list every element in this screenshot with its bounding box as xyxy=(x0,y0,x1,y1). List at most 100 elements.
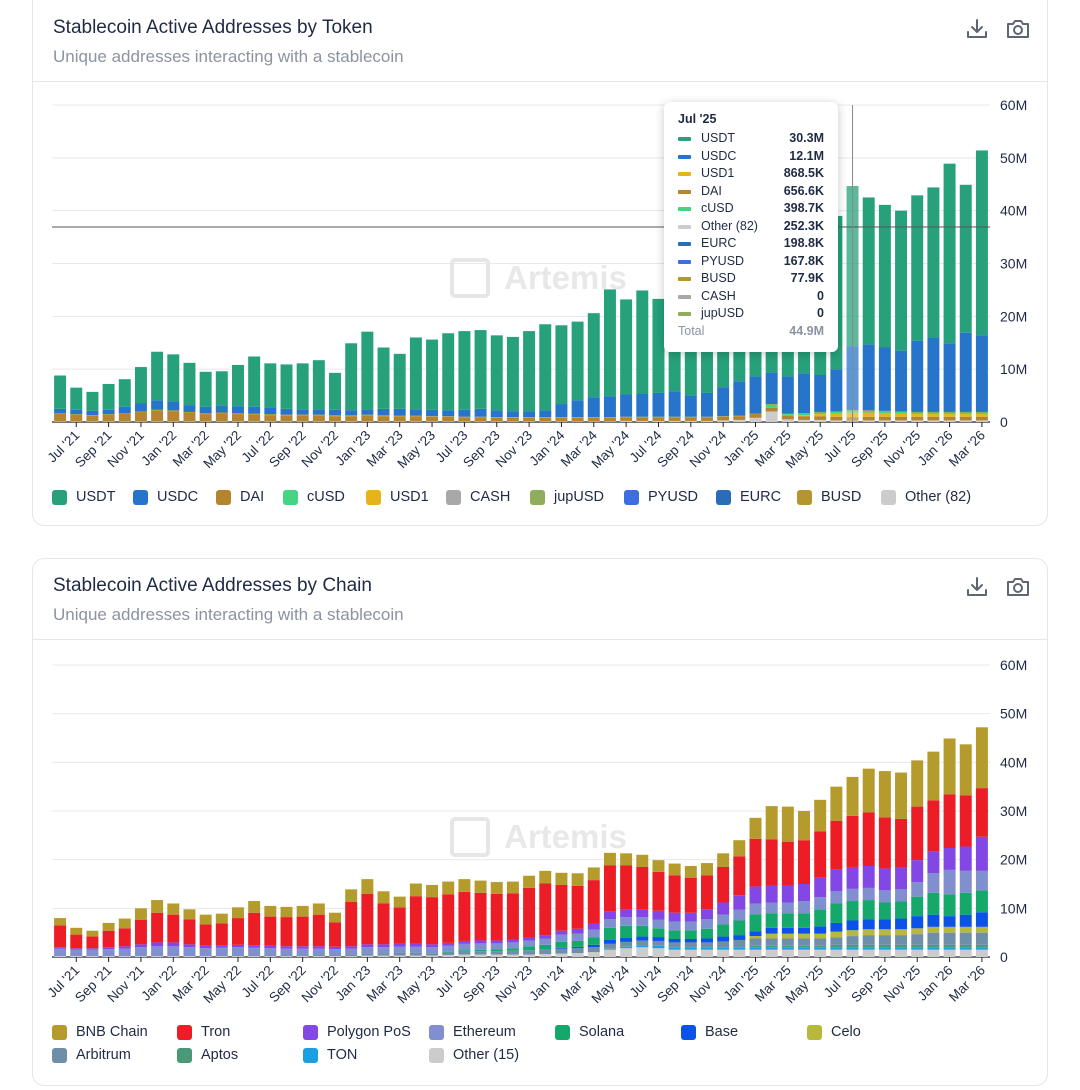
token-bar-segment[interactable] xyxy=(911,411,924,413)
chain-bar-segment[interactable] xyxy=(652,928,665,938)
chain-bar-segment[interactable] xyxy=(717,866,730,903)
chain-bar-segment[interactable] xyxy=(781,806,794,842)
chain-bar-segment[interactable] xyxy=(506,939,519,943)
legend-item[interactable]: Ethereum xyxy=(429,1024,516,1040)
token-bar-segment[interactable] xyxy=(652,298,665,393)
chain-bar-segment[interactable] xyxy=(895,867,908,890)
chain-bar-segment[interactable] xyxy=(781,913,794,928)
chain-bar-segment[interactable] xyxy=(134,947,147,957)
legend-item[interactable]: Tron xyxy=(177,1024,230,1040)
token-bar-segment[interactable] xyxy=(458,421,471,422)
token-bar-segment[interactable] xyxy=(620,417,633,421)
token-bar-segment[interactable] xyxy=(312,360,325,410)
chain-bar-segment[interactable] xyxy=(587,923,600,930)
bar-stack[interactable] xyxy=(134,367,147,422)
token-bar-segment[interactable] xyxy=(264,363,277,408)
token-bar-segment[interactable] xyxy=(70,421,83,422)
token-bar-segment[interactable] xyxy=(280,364,293,409)
chain-bar-segment[interactable] xyxy=(717,936,730,942)
token-bar-segment[interactable] xyxy=(458,331,471,410)
chain-bar-segment[interactable] xyxy=(749,938,762,946)
token-bar-segment[interactable] xyxy=(927,412,940,415)
token-bar-segment[interactable] xyxy=(603,289,616,397)
chain-bar-segment[interactable] xyxy=(264,945,277,949)
chain-bar-segment[interactable] xyxy=(442,955,455,957)
chain-bar-segment[interactable] xyxy=(199,945,212,949)
bar-stack[interactable] xyxy=(183,362,196,422)
token-bar-segment[interactable] xyxy=(895,411,908,412)
chain-bar-segment[interactable] xyxy=(620,917,633,926)
bar-stack[interactable] xyxy=(377,347,390,422)
chain-bar-segment[interactable] xyxy=(895,929,908,936)
chain-bar-segment[interactable] xyxy=(102,956,115,957)
chain-bar-segment[interactable] xyxy=(700,909,713,920)
token-bar-segment[interactable] xyxy=(102,421,115,422)
chain-bar-segment[interactable] xyxy=(846,866,859,889)
chain-bar-segment[interactable] xyxy=(442,894,455,943)
chain-bar-segment[interactable] xyxy=(506,942,519,949)
bar-stack[interactable] xyxy=(652,860,665,957)
bar-stack[interactable] xyxy=(733,840,746,957)
token-bar-segment[interactable] xyxy=(700,392,713,417)
token-bar-segment[interactable] xyxy=(911,412,924,415)
chain-bar-segment[interactable] xyxy=(846,815,859,867)
token-bar-segment[interactable] xyxy=(506,417,519,418)
bar-stack[interactable] xyxy=(377,891,390,957)
chain-bar-segment[interactable] xyxy=(684,921,697,931)
chain-bar-segment[interactable] xyxy=(668,875,681,913)
chain-bar-segment[interactable] xyxy=(911,934,924,945)
chain-bar-segment[interactable] xyxy=(426,955,439,957)
chain-bar-segment[interactable] xyxy=(749,945,762,948)
chain-bar-segment[interactable] xyxy=(183,956,196,957)
bar-stack[interactable] xyxy=(426,884,439,957)
chain-bar-segment[interactable] xyxy=(717,914,730,925)
chain-bar-segment[interactable] xyxy=(539,870,552,884)
token-bar-segment[interactable] xyxy=(975,416,988,421)
bar-stack[interactable] xyxy=(312,360,325,422)
token-bar-segment[interactable] xyxy=(603,421,616,422)
chain-bar-segment[interactable] xyxy=(296,916,309,947)
chain-bar-segment[interactable] xyxy=(765,933,778,939)
token-bar-segment[interactable] xyxy=(798,416,811,420)
token-bar-segment[interactable] xyxy=(862,197,875,345)
chain-bar-segment[interactable] xyxy=(862,947,875,950)
token-bar-segment[interactable] xyxy=(264,414,277,416)
chain-bar-segment[interactable] xyxy=(248,947,261,956)
chain-bar-segment[interactable] xyxy=(296,905,309,917)
bar-stack[interactable] xyxy=(248,356,261,422)
token-bar-segment[interactable] xyxy=(231,414,244,422)
token-bar-segment[interactable] xyxy=(959,184,972,333)
bar-stack[interactable] xyxy=(296,905,309,957)
chain-bar-segment[interactable] xyxy=(603,939,616,944)
chain-bar-segment[interactable] xyxy=(927,892,940,915)
legend-item[interactable]: Polygon PoS xyxy=(303,1024,411,1040)
chain-bar-segment[interactable] xyxy=(733,840,746,857)
chain-bar-segment[interactable] xyxy=(264,956,277,957)
token-bar-segment[interactable] xyxy=(798,373,811,414)
chain-bar-segment[interactable] xyxy=(717,947,730,950)
token-bar-segment[interactable] xyxy=(393,353,406,409)
chain-bar-segment[interactable] xyxy=(248,955,261,957)
token-bar-segment[interactable] xyxy=(490,421,503,422)
chain-bar-segment[interactable] xyxy=(717,941,730,948)
bar-stack[interactable] xyxy=(959,744,972,957)
token-bar-segment[interactable] xyxy=(943,416,956,421)
chain-bar-segment[interactable] xyxy=(895,935,908,945)
token-bar-segment[interactable] xyxy=(426,416,439,417)
token-bar-segment[interactable] xyxy=(231,406,244,414)
chain-bar-segment[interactable] xyxy=(895,901,908,919)
token-bar-segment[interactable] xyxy=(134,403,147,412)
chain-bar-segment[interactable] xyxy=(393,952,406,956)
bar-stack[interactable] xyxy=(975,150,988,422)
token-bar-segment[interactable] xyxy=(215,421,228,422)
chain-bar-segment[interactable] xyxy=(668,863,681,876)
chain-bar-segment[interactable] xyxy=(943,894,956,917)
token-bar-segment[interactable] xyxy=(959,412,972,415)
token-bar-segment[interactable] xyxy=(523,331,536,412)
chain-bar-segment[interactable] xyxy=(781,945,794,948)
token-bar-segment[interactable] xyxy=(442,416,455,422)
chain-bar-segment[interactable] xyxy=(959,926,972,933)
legend-item[interactable]: cUSD xyxy=(283,489,345,505)
chain-bar-segment[interactable] xyxy=(361,955,374,957)
token-bar-segment[interactable] xyxy=(345,410,358,416)
